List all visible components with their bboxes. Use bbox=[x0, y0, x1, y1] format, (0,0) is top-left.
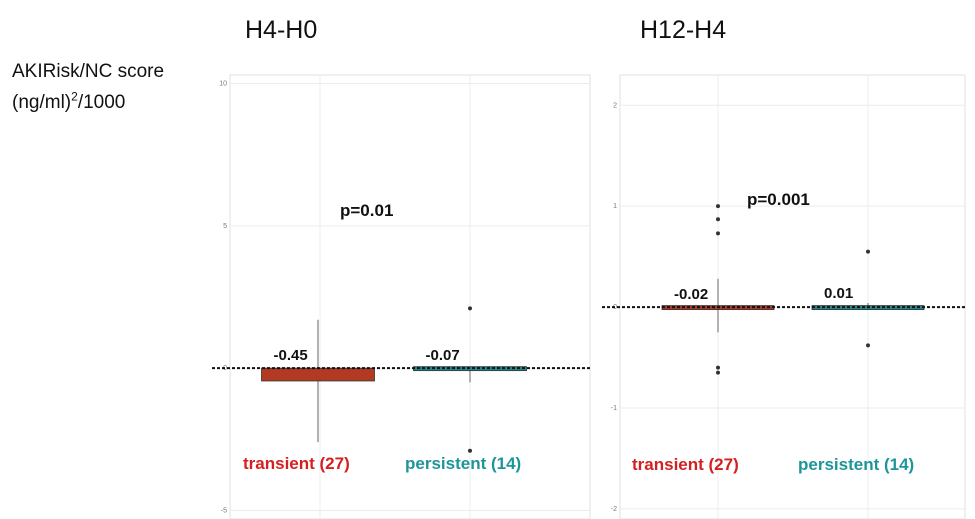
panel2-group-label: persistent (14) bbox=[798, 455, 914, 474]
panel1-group-label: transient (27) bbox=[243, 454, 350, 473]
panel1-y-tick-label: 5 bbox=[223, 223, 227, 230]
panel1-bar-value-label: -0.45 bbox=[274, 347, 308, 364]
panel2-outlier-point bbox=[716, 365, 720, 370]
panel1-y-tick-label: -5 bbox=[221, 507, 227, 514]
panel2-p-value: p=0.001 bbox=[747, 190, 810, 209]
panel2-bar-value-label: -0.02 bbox=[674, 286, 708, 303]
y-axis-label-line2: (ng/ml)2/1000 bbox=[12, 87, 164, 118]
panel1-group-label: persistent (14) bbox=[405, 454, 521, 473]
panel2-y-tick-label: 0 bbox=[613, 304, 617, 311]
panel1-bar-transient bbox=[261, 367, 375, 382]
panel2-y-tick-label: 1 bbox=[613, 203, 617, 210]
y-axis-unit-exponent: 2 bbox=[71, 89, 78, 104]
panel2-bar-value-label: 0.01 bbox=[824, 285, 853, 302]
panel2-outlier-point bbox=[866, 249, 870, 254]
panel2-outlier-point bbox=[716, 370, 720, 375]
panel2-y-tick-label: -1 bbox=[611, 405, 617, 412]
panel1-bar-value-label: -0.07 bbox=[426, 347, 460, 364]
panel1-plot-area bbox=[229, 74, 591, 519]
panel1-p-value: p=0.01 bbox=[340, 201, 393, 220]
panel2-outlier-point bbox=[866, 343, 870, 348]
panel1-y-tick-label: 0 bbox=[223, 365, 227, 372]
y-axis-unit: (ng/ml) bbox=[12, 92, 72, 113]
y-axis-label-line1: AKIRisk/NC score bbox=[12, 61, 165, 82]
y-axis-unit-scale: /1000 bbox=[77, 92, 126, 113]
y-axis-label: AKIRisk/NC score (ng/ml)2/1000 bbox=[12, 56, 164, 118]
panel2-y-tick-label: -2 bbox=[611, 506, 617, 513]
panel2-y-tick-label: 2 bbox=[613, 102, 617, 109]
panel2-outlier-point bbox=[716, 204, 720, 209]
panel1-title: H4-H0 bbox=[245, 16, 317, 44]
panel2-title: H12-H4 bbox=[640, 16, 726, 44]
panel1-outlier-point bbox=[468, 448, 472, 453]
panel1-y-tick-label: 10 bbox=[219, 81, 227, 88]
panel2-group-label: transient (27) bbox=[632, 455, 739, 474]
panel2-outlier-point bbox=[716, 231, 720, 236]
panel2-outlier-point bbox=[716, 217, 720, 222]
panel2-plot-area bbox=[619, 74, 966, 519]
panel1-outlier-point bbox=[468, 306, 472, 311]
